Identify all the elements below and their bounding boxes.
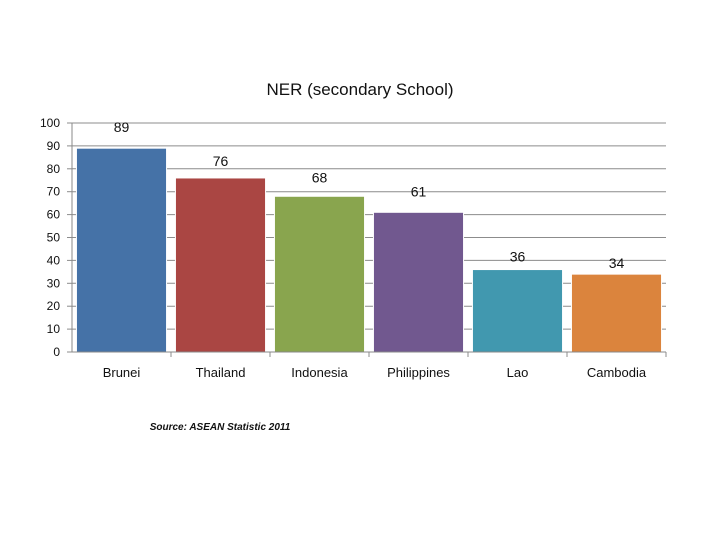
data-label: 89 [114, 119, 130, 135]
x-tick-label: Philippines [387, 365, 450, 380]
y-axis: 0 10 20 30 40 50 60 70 80 90 100 [40, 116, 72, 359]
bar-thailand [174, 177, 267, 353]
y-tick-label: 30 [47, 276, 61, 290]
data-label: 68 [312, 169, 328, 185]
y-tick-label: 20 [47, 299, 61, 313]
y-tick-label: 40 [47, 253, 61, 267]
x-tick-label: Brunei [103, 365, 141, 380]
grid [72, 122, 666, 330]
chart-title: NER (secondary School) [266, 80, 453, 99]
data-labels: 89 76 68 61 36 34 [114, 119, 625, 271]
y-tick-label: 50 [47, 231, 61, 245]
bars [75, 147, 663, 353]
source-note: Source: ASEAN Statistic 2011 [150, 422, 291, 433]
y-tick-label: 0 [53, 345, 60, 359]
bar-philippines [372, 211, 465, 353]
data-label: 34 [609, 255, 625, 271]
x-tick-label: Indonesia [291, 365, 348, 380]
bar-indonesia [273, 195, 366, 353]
x-tick-label: Lao [507, 365, 529, 380]
bar-lao [471, 269, 564, 353]
data-label: 61 [411, 183, 427, 199]
bar-brunei [75, 147, 168, 353]
y-tick-label: 10 [47, 322, 61, 336]
data-label: 76 [213, 153, 229, 169]
x-tick-label: Cambodia [587, 365, 647, 380]
y-tick-label: 70 [47, 185, 61, 199]
bar-cambodia [570, 273, 663, 353]
x-axis: Brunei Thailand Indonesia Philippines Lao Cam… [103, 352, 667, 380]
y-tick-label: 60 [47, 208, 61, 222]
y-tick-label: 90 [47, 139, 61, 153]
y-tick-label: 100 [40, 116, 60, 130]
data-label: 36 [510, 249, 526, 265]
x-tick-label: Thailand [196, 365, 246, 380]
y-tick-label: 80 [47, 162, 61, 176]
